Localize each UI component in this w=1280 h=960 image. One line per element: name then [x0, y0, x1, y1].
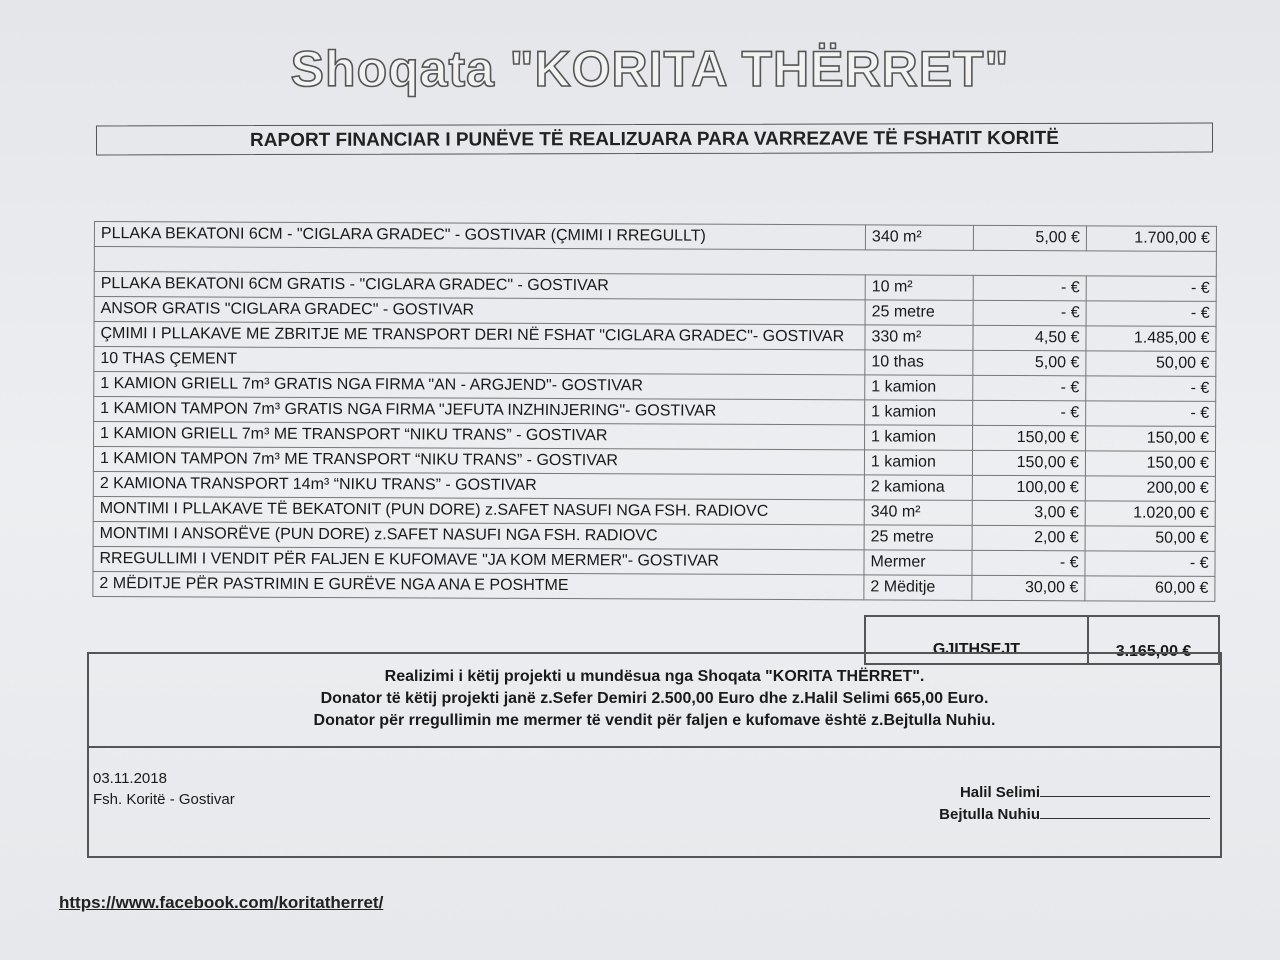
row-total: 150,00 € [1085, 450, 1216, 477]
date-place: 03.11.2018 Fsh. Koritë - Gostivar [93, 768, 235, 810]
row-quantity: 1 kamion [864, 424, 973, 451]
note-line: Realizimi i këtij projekti u mundësua ng… [384, 668, 925, 685]
row-total: 1.700,00 € [1086, 225, 1217, 252]
row-quantity: 1 kamion [864, 399, 973, 426]
row-quantity: 10 thas [864, 349, 973, 376]
row-total: 1.485,00 € [1085, 325, 1217, 352]
signature-line [1040, 782, 1210, 797]
row-total: 60,00 € [1084, 575, 1215, 602]
signature-section: 03.11.2018 Fsh. Koritë - Gostivar Halil … [87, 748, 1222, 858]
row-unit-price: 2,00 € [972, 525, 1086, 551]
row-description: 10 THAS ÇEMENT [93, 346, 865, 375]
row-quantity: 340 m² [865, 224, 974, 251]
row-quantity: 1 kamion [864, 374, 973, 401]
row-unit-price: - € [972, 400, 1086, 426]
row-unit-price: 30,00 € [971, 575, 1085, 601]
report-subtitle: RAPORT FINANCIAR I PUNËVE TË REALIZUARA … [95, 122, 1214, 156]
row-unit-price: 150,00 € [972, 425, 1086, 451]
total-value: 3.165,00 € [1115, 643, 1192, 660]
row-total: 1.020,00 € [1085, 500, 1216, 527]
row-total: - € [1085, 375, 1216, 402]
table-row: 2 MËDITJE PËR PASTRIMIN E GURËVE NGA ANA… [92, 571, 1215, 602]
signer-name: Halil Selimi [959, 784, 1040, 801]
row-unit-price: - € [972, 375, 1086, 401]
row-unit-price: - € [973, 275, 1087, 301]
note-line: Donator të këtij projekti janë z.Sefer D… [320, 690, 989, 707]
row-total: 200,00 € [1085, 475, 1216, 502]
row-quantity: 10 m² [865, 274, 974, 301]
row-total: - € [1084, 550, 1216, 577]
row-description: 1 KAMION TAMPON 7m³ ME TRANSPORT “NIKU T… [93, 446, 865, 475]
row-unit-price: - € [973, 300, 1087, 326]
row-total: - € [1085, 400, 1216, 427]
row-description: MONTIMI I ANSORËVE (PUN DORE) z.SAFET NA… [93, 521, 865, 550]
signer-name: Bejtulla Nuhiu [939, 806, 1040, 823]
row-description: 2 KAMIONA TRANSPORT 14m³ “NIKU TRANS” - … [93, 471, 865, 500]
row-description: PLLAKA BEKATONI 6CM - "CIGLARA GRADEC" -… [94, 221, 866, 250]
place: Fsh. Koritë - Gostivar [93, 791, 235, 808]
row-total: 50,00 € [1085, 525, 1216, 552]
row-quantity: 2 kamiona [864, 474, 973, 501]
row-total: 50,00 € [1085, 350, 1216, 377]
signature-line [1040, 804, 1210, 819]
row-quantity: 330 m² [864, 324, 974, 351]
row-description: ANSOR GRATIS "CIGLARA GRADEC" - GOSTIVAR [94, 296, 866, 325]
row-description: RREGULLIMI I VENDIT PËR FALJEN E KUFOMAV… [92, 546, 865, 575]
row-quantity: 2 Mëditje [863, 574, 972, 601]
row-unit-price: 150,00 € [972, 450, 1086, 476]
row-quantity: Mermer [863, 549, 973, 576]
row-quantity: 25 metre [864, 524, 973, 551]
financial-table: PLLAKA BEKATONI 6CM - "CIGLARA GRADEC" -… [92, 221, 1217, 602]
organization-title: Shoqata "KORITA THËRRET" [290, 40, 1010, 98]
row-unit-price: 4,50 € [972, 325, 1087, 351]
row-total: 150,00 € [1085, 425, 1216, 452]
row-description: 2 MËDITJE PËR PASTRIMIN E GURËVE NGA ANA… [92, 571, 864, 600]
row-unit-price: 5,00 € [973, 225, 1087, 251]
signers: Halil Selimi Bejtulla Nuhiu [939, 782, 1210, 826]
row-total: - € [1086, 275, 1217, 302]
row-description: 1 KAMION TAMPON 7m³ GRATIS NGA FIRMA "JE… [93, 396, 865, 425]
date: 03.11.2018 [93, 770, 167, 787]
row-description: 1 KAMION GRIELL 7m³ GRATIS NGA FIRMA "AN… [93, 371, 865, 400]
row-description: MONTIMI I PLLAKAVE TË BEKATONIT (PUN DOR… [93, 496, 865, 525]
row-quantity: 25 metre [865, 299, 974, 326]
row-quantity: 340 m² [864, 499, 973, 526]
note-line: Donator për rregullimin me mermer të ven… [313, 712, 996, 729]
row-unit-price: 3,00 € [972, 500, 1086, 526]
row-description: 1 KAMION GRIELL 7m³ ME TRANSPORT “NIKU T… [93, 421, 865, 450]
row-total: - € [1086, 300, 1217, 327]
row-unit-price: - € [971, 550, 1086, 576]
row-quantity: 1 kamion [864, 449, 973, 476]
row-unit-price: 5,00 € [972, 350, 1086, 376]
facebook-link[interactable]: https://www.facebook.com/koritatherret/ [59, 893, 384, 912]
row-description: PLLAKA BEKATONI 6CM GRATIS - "CIGLARA GR… [94, 271, 866, 300]
row-description: ÇMIMI I PLLAKAVE ME ZBRITJE ME TRANSPORT… [93, 321, 866, 350]
donor-note: Realizimi i këtij projekti u mundësua ng… [87, 652, 1222, 748]
row-unit-price: 100,00 € [972, 475, 1086, 501]
